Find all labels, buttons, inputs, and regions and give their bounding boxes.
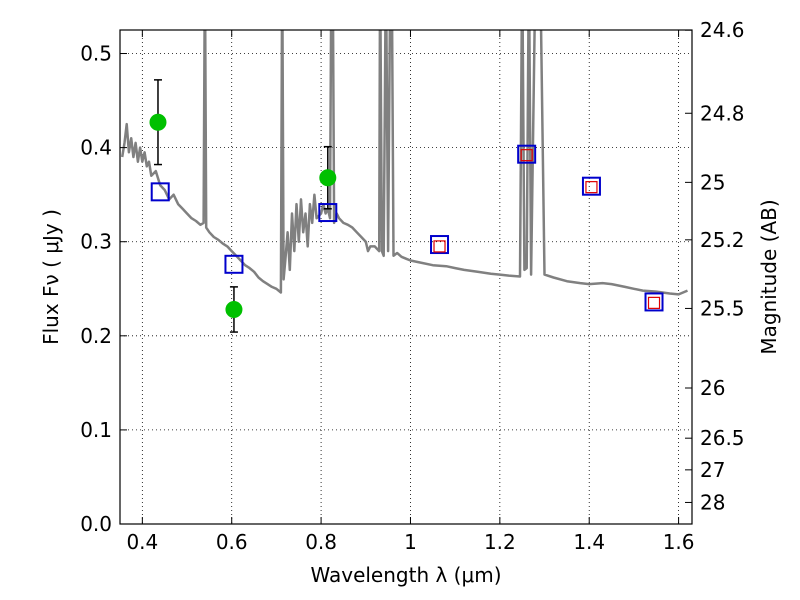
spectrum-line (120, 30, 688, 296)
axes (119, 29, 693, 525)
ticks: 0.4 0.6 0.8 1 1.2 1.4 1.6 0.0 0.1 0.2 0.3 0.4 0.5 24.… (80, 18, 744, 554)
model-square-blue (150, 182, 170, 202)
y-tick-label: 0.1 (80, 418, 112, 442)
model-square-blue (318, 203, 338, 223)
model-square-blue (644, 292, 664, 312)
y-tick-label: 0.5 (80, 42, 112, 66)
x-tick-label: 1.4 (573, 530, 605, 554)
y-tick-label: 0.3 (80, 230, 112, 254)
x-tick-label: 0.6 (216, 530, 248, 554)
plot-frame (119, 29, 693, 525)
y-tick-label: 0.2 (80, 324, 112, 348)
x-tick-label: 1 (404, 530, 417, 554)
right-tick-label: 24.6 (700, 18, 745, 42)
model-square-red (433, 240, 446, 253)
model-square-blue (224, 254, 244, 274)
measured-point (149, 113, 167, 131)
model-square-blue (430, 235, 450, 255)
y-tick-label: 0.4 (80, 136, 112, 160)
right-tick-label: 26.5 (700, 426, 745, 450)
right-tick-label: 25 (700, 170, 725, 194)
model-square-blue (517, 144, 537, 164)
y-tick-label: 0.0 (80, 512, 112, 536)
right-tick-label: 25.2 (700, 228, 745, 252)
model-spectrum (120, 30, 688, 296)
right-tick-label: 24.8 (700, 101, 745, 125)
x-tick-label: 1.6 (663, 530, 695, 554)
x-tick-label: 1.2 (484, 530, 516, 554)
right-axis-label: Magnitude (AB) (757, 199, 781, 354)
x-tick-label: 0.8 (305, 530, 337, 554)
model-photometry-blue (150, 144, 664, 312)
right-tick-label: 26 (700, 376, 725, 400)
y-axis-label: Flux Fν ( μJy ) (39, 209, 63, 345)
model-square-blue (581, 176, 601, 196)
model-square-red (520, 149, 533, 162)
right-tick-label: 25.5 (700, 296, 745, 320)
model-square-red (647, 296, 661, 309)
x-axis-label: Wavelength λ (μm) (310, 563, 501, 587)
right-tick-label: 28 (700, 490, 725, 514)
measured-points (149, 113, 337, 318)
right-tick-label: 27 (700, 458, 725, 482)
x-tick-label: 0.4 (126, 530, 158, 554)
model-square-red (585, 181, 598, 194)
model-photometry-red (433, 149, 661, 309)
measured-point (225, 300, 243, 318)
measured-point (319, 169, 337, 187)
